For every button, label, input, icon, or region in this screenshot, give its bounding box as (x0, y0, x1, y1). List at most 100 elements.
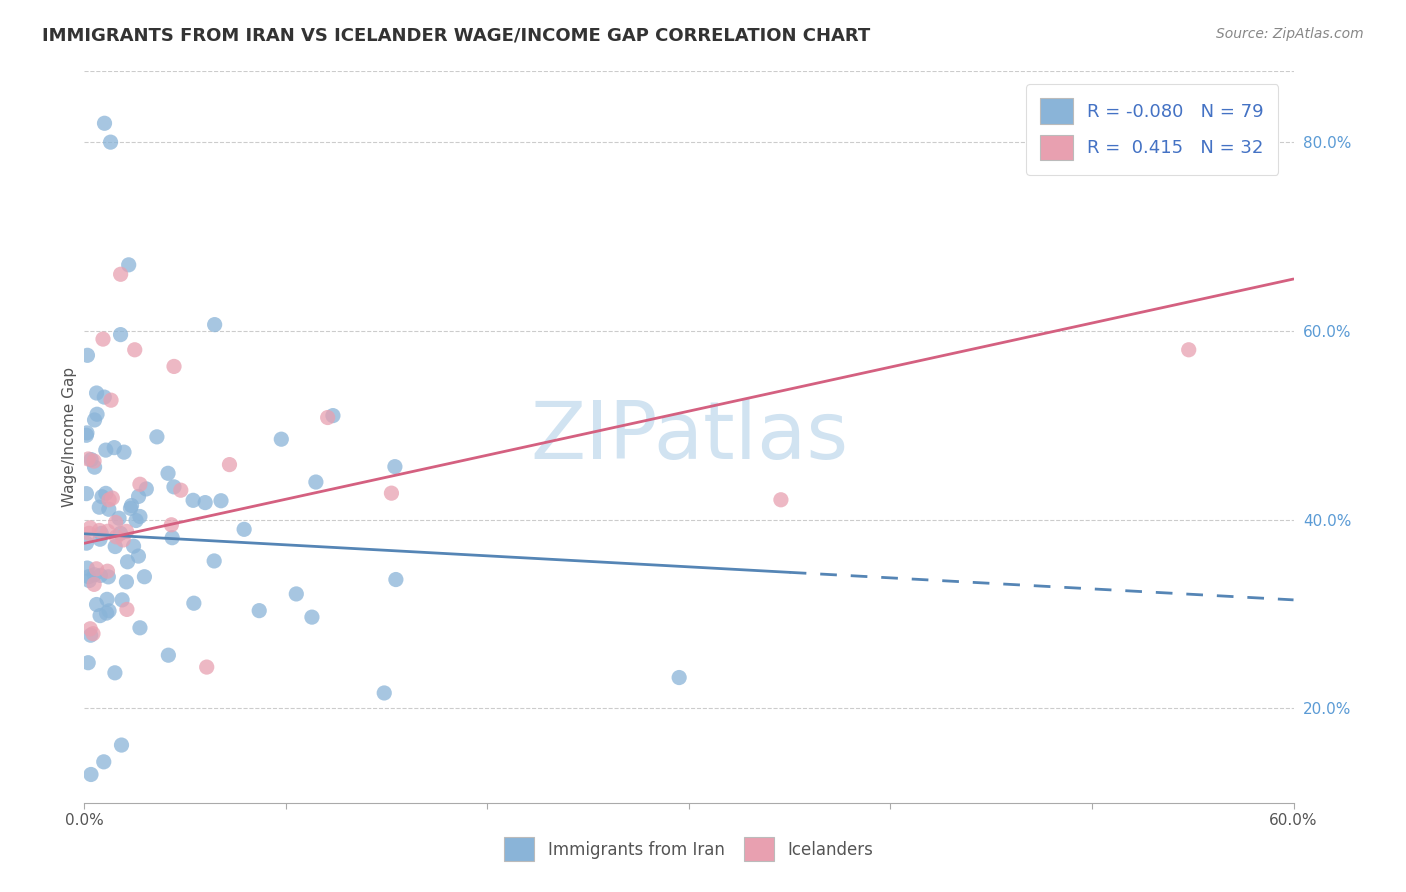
Point (160, 517, 183, 532)
Point (89, 524, 111, 538)
Point (83, 454, 105, 468)
Point (115, 602, 138, 616)
Point (96, 592, 118, 607)
Point (301, 610, 323, 624)
Point (97, 524, 120, 539)
Point (285, 587, 308, 601)
Point (316, 410, 339, 425)
Legend: Immigrants from Iran, Icelanders: Immigrants from Iran, Icelanders (498, 830, 880, 868)
Point (124, 343, 146, 357)
Point (75, 428, 97, 442)
Point (384, 459, 406, 474)
Point (108, 511, 131, 525)
Point (89, 500, 111, 515)
Text: ZIPatlas: ZIPatlas (530, 398, 848, 476)
Point (129, 477, 152, 491)
Point (128, 490, 150, 504)
Point (100, 135, 122, 149)
Point (209, 493, 232, 508)
Point (125, 514, 148, 528)
Point (83, 413, 105, 427)
Point (121, 499, 143, 513)
Point (112, 445, 135, 459)
Point (194, 495, 217, 509)
Point (79, 521, 101, 535)
Point (380, 486, 402, 500)
Point (89, 568, 111, 582)
Point (115, 524, 138, 539)
Point (233, 522, 256, 536)
Point (86, 407, 108, 421)
Point (183, 596, 205, 610)
Point (1177, 343, 1199, 357)
Point (93, 116, 115, 130)
Point (134, 570, 156, 584)
Point (129, 621, 152, 635)
Point (97, 502, 120, 516)
Point (104, 665, 127, 680)
Point (91, 332, 114, 346)
Point (104, 516, 127, 530)
Point (157, 648, 180, 663)
Text: Source: ZipAtlas.com: Source: ZipAtlas.com (1216, 27, 1364, 41)
Point (120, 501, 142, 516)
Point (117, 555, 139, 569)
Point (96, 606, 118, 620)
Point (77, 656, 100, 670)
Point (101, 491, 124, 505)
Point (94, 443, 117, 458)
Point (135, 482, 157, 496)
Point (160, 531, 183, 545)
Point (96, 564, 118, 578)
Point (80, 452, 103, 467)
Point (77, 452, 100, 467)
Point (170, 483, 193, 498)
Point (77, 570, 100, 584)
Point (83, 567, 105, 582)
Point (110, 267, 132, 281)
Point (98, 604, 121, 618)
Point (98, 492, 121, 507)
Point (76, 348, 98, 362)
Point (75, 536, 97, 550)
Point (202, 554, 225, 568)
Point (163, 359, 186, 374)
Point (110, 327, 132, 342)
Point (769, 492, 792, 507)
Point (77, 574, 100, 588)
Point (110, 526, 132, 541)
Point (305, 475, 328, 489)
Point (115, 574, 138, 589)
Text: IMMIGRANTS FROM IRAN VS ICELANDER WAGE/INCOME GAP CORRELATION CHART: IMMIGRANTS FROM IRAN VS ICELANDER WAGE/I… (42, 27, 870, 45)
Point (86, 598, 108, 612)
Point (94, 486, 117, 500)
Point (90, 526, 112, 541)
Point (80, 767, 103, 781)
Point (97, 570, 120, 584)
Point (76, 425, 98, 440)
Point (270, 432, 292, 446)
Point (247, 604, 270, 618)
Point (204, 318, 226, 332)
Point (110, 738, 132, 752)
Point (86, 562, 108, 576)
Point (79, 628, 101, 642)
Point (373, 686, 395, 700)
Point (103, 441, 125, 455)
Point (100, 393, 122, 408)
Point (146, 430, 169, 444)
Point (83, 460, 105, 475)
Point (89, 533, 111, 547)
Point (91, 490, 114, 504)
Point (118, 258, 141, 272)
Point (83, 577, 105, 591)
Point (82, 626, 104, 640)
Point (105, 530, 128, 544)
Point (75, 486, 97, 500)
Point (163, 480, 186, 494)
Point (93, 755, 115, 769)
Point (195, 660, 218, 674)
Point (322, 409, 344, 423)
Point (111, 592, 134, 607)
Point (104, 540, 127, 554)
